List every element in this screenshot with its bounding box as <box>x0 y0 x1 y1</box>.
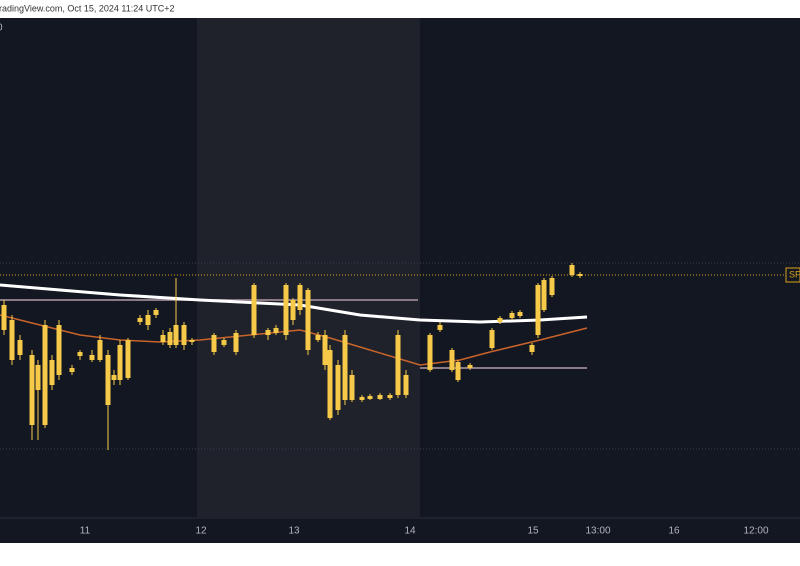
candle-body <box>265 330 271 335</box>
candle-body <box>467 365 473 368</box>
candle-body <box>111 375 117 380</box>
candle-body <box>189 340 195 342</box>
legend-fragment: 0 <box>0 23 3 34</box>
candle-body <box>17 340 23 355</box>
candle-body <box>449 350 455 370</box>
candle-body <box>315 335 321 340</box>
candle-body <box>1 305 7 330</box>
candle-body <box>29 355 35 425</box>
candle-body <box>89 355 95 360</box>
x-tick-label: 13:00 <box>585 526 610 537</box>
candle-body <box>251 285 257 335</box>
candle-body <box>327 350 333 418</box>
candle-body <box>509 313 515 318</box>
candle-body <box>97 340 103 360</box>
header-bar <box>0 0 800 18</box>
candle-body <box>145 315 151 325</box>
candle-body <box>181 325 187 345</box>
candle-body <box>349 375 355 400</box>
candle-body <box>517 312 523 316</box>
moving-average <box>0 283 588 324</box>
candle-body <box>290 300 296 320</box>
candle-body <box>377 395 383 399</box>
x-tick-label: 13 <box>288 526 300 537</box>
candle-body <box>69 368 75 372</box>
candle-body <box>283 285 289 335</box>
candle-body <box>105 355 111 405</box>
candle-body <box>541 280 547 310</box>
candle-body <box>489 330 495 348</box>
candle-body <box>160 335 166 342</box>
candle-body <box>549 278 555 295</box>
x-tick-label: 12 <box>195 526 207 537</box>
candle-body <box>577 274 583 276</box>
candle-body <box>529 345 535 352</box>
candle-body <box>387 395 393 398</box>
candle-body <box>125 340 131 378</box>
chart-title: radingView.com, Oct 15, 2024 11:24 UTC+2 <box>0 3 175 13</box>
candle-body <box>137 318 143 322</box>
candle-body <box>395 335 401 395</box>
x-tick-label: 14 <box>404 526 416 537</box>
candle-body <box>153 310 159 315</box>
candle-body <box>221 340 227 345</box>
candle-body <box>335 365 341 410</box>
x-tick-label: 11 <box>80 526 91 537</box>
candle-body <box>77 352 83 356</box>
candle-body <box>403 375 409 395</box>
candle-body <box>297 285 303 310</box>
candle-body <box>9 320 15 360</box>
candle-body <box>322 335 328 365</box>
candle-body <box>342 335 348 400</box>
x-tick-label: 15 <box>527 526 539 537</box>
candle-body <box>367 396 373 399</box>
candle-body <box>569 265 575 275</box>
candle-body <box>535 285 541 335</box>
candle-body <box>117 345 123 380</box>
x-tick-label: 12:00 <box>743 526 768 537</box>
candle-body <box>42 325 48 425</box>
candle-body <box>273 328 279 333</box>
price-tag <box>785 267 800 283</box>
candle-body <box>497 318 503 322</box>
candle-body <box>35 365 41 390</box>
candle-body <box>167 332 173 345</box>
price-tag-label: SF <box>789 269 800 279</box>
candle-body <box>173 325 179 345</box>
candle-body <box>437 325 443 330</box>
candle-body <box>56 325 62 375</box>
footer-bar <box>0 543 800 566</box>
candle-body <box>233 333 239 352</box>
candle-body <box>49 360 55 385</box>
candle-body <box>305 290 311 350</box>
moving-average <box>0 314 588 366</box>
candle-body <box>427 335 433 370</box>
x-tick-label: 16 <box>668 526 680 537</box>
candle-body <box>211 335 217 352</box>
candle-body <box>455 362 461 380</box>
candle-body <box>359 397 365 400</box>
session-highlight <box>197 18 420 518</box>
